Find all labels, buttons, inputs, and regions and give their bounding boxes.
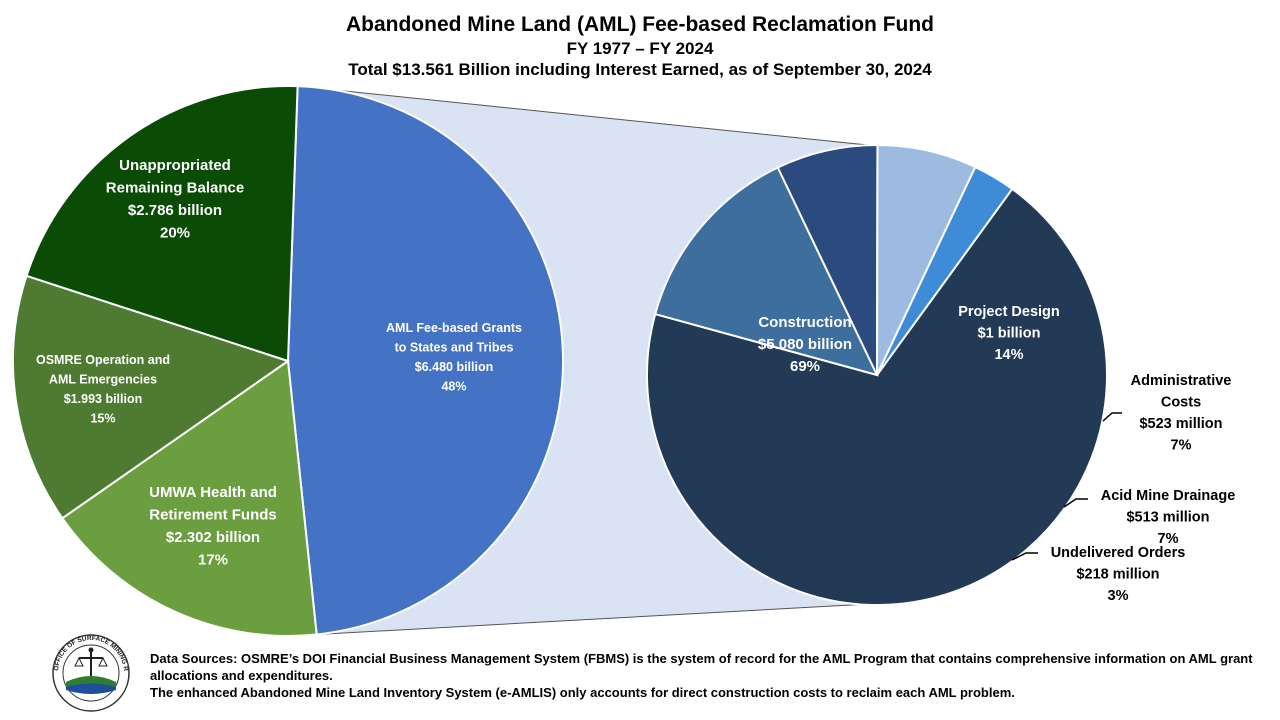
label-administrative: Administrative Costs $523 million 7% <box>1131 373 1232 454</box>
leader-line <box>1102 412 1122 422</box>
slice-undelivered-orders <box>876 165 1014 376</box>
bar-of-pie-chart: AML Fee-based Grants to States and Tribes… <box>12 85 1235 637</box>
label-acid-mine-drainage: Acid Mine Drainage $513 million 7% <box>1101 488 1236 547</box>
label-project-design: Project Design $1 billion 14% <box>958 304 1060 363</box>
label-umwa-health-and: UMWA Health and Retirement Funds $2.302 bi… <box>149 484 277 569</box>
slice-construction <box>646 187 1108 606</box>
data-sources-line-1: Data Sources: OSMRE’s DOI Financial Busi… <box>150 651 1253 683</box>
osmre-seal-logo: OFFICE OF SURFACE MINING RECLAMATION AND… <box>46 632 130 712</box>
slice-umwa-health-and <box>60 359 318 637</box>
data-sources-line-2: The enhanced Abandoned Mine Land Invento… <box>150 685 1015 700</box>
left-pie <box>12 85 564 637</box>
chart-titles: Abandoned Mine Land (AML) Fee-based Recl… <box>0 12 1280 80</box>
slice-administrative <box>776 143 879 376</box>
leader-line <box>1063 498 1088 508</box>
label-aml-fee-based-grants: AML Fee-based Grants to States and Tribes… <box>386 321 522 394</box>
chart-title: Abandoned Mine Land (AML) Fee-based Recl… <box>345 13 935 36</box>
slice-labels: AML Fee-based Grants to States and Tribes… <box>36 157 1235 604</box>
chart-subtitle-total: Total $13.561 Billion including Interest… <box>348 60 932 79</box>
right-pie <box>646 143 1108 606</box>
slice-project-design <box>653 166 879 377</box>
label-construction: Construction $5.080 billion 69% <box>758 314 852 375</box>
leader-line <box>1011 552 1038 561</box>
chart-subtitle: FY 1977 – FY 2024 <box>566 39 714 58</box>
slice-unappropriated <box>25 85 299 363</box>
data-sources-note: Data Sources: OSMRE’s DOI Financial Busi… <box>150 650 1260 701</box>
slice-osmre-operation-and <box>12 274 291 520</box>
label-osmre-operation-and: OSMRE Operation and AML Emergencies $1.993… <box>36 353 170 426</box>
label-unappropriated: Unappropriated Remaining Balance $2.786 bi… <box>106 157 244 242</box>
slice-aml-fee-based-grants <box>286 85 564 636</box>
label-undelivered-orders: Undelivered Orders $218 million 3% <box>1051 545 1186 604</box>
